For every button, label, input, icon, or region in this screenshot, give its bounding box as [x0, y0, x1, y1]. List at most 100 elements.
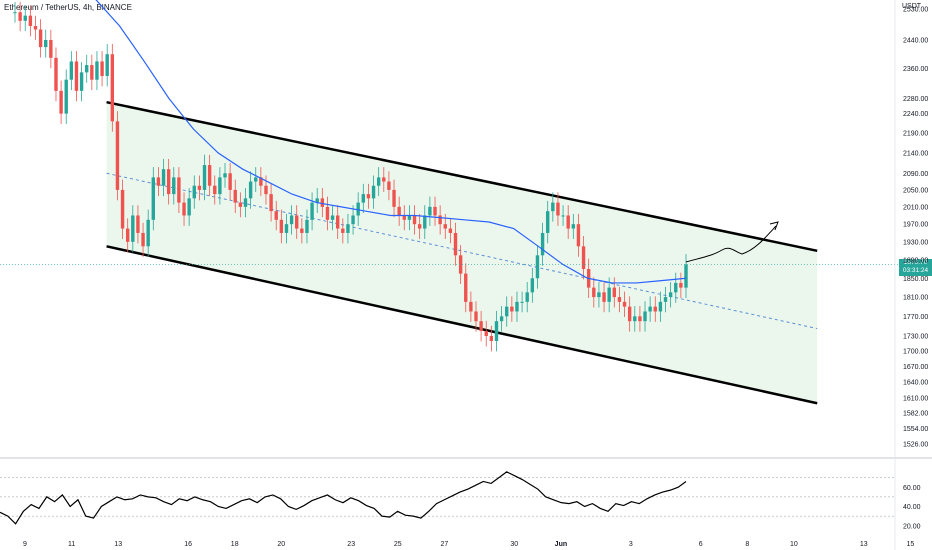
- price-unit-label: USDT: [902, 3, 922, 10]
- candle: [423, 215, 427, 229]
- candle: [192, 185, 196, 199]
- candle: [592, 287, 596, 298]
- candle: [551, 202, 555, 212]
- candle: [566, 215, 570, 229]
- candle: [141, 232, 145, 247]
- price-tick-label: 2240.00: [903, 111, 928, 118]
- candle: [182, 202, 186, 216]
- candle: [489, 335, 494, 341]
- candle: [79, 72, 84, 91]
- channel-mid-line: [106, 172, 818, 330]
- current-price-tag: 1879.70 03:31:24: [899, 259, 932, 276]
- candle: [110, 54, 115, 122]
- candle: [494, 321, 499, 341]
- candle: [453, 232, 458, 256]
- price-tick-label: 1526.00: [903, 442, 928, 449]
- price-tick-label: 1730.00: [903, 333, 928, 340]
- candle: [295, 215, 299, 229]
- candle: [146, 219, 150, 247]
- candle: [49, 40, 53, 58]
- candle: [218, 177, 222, 195]
- candle: [356, 202, 360, 216]
- time-tick-label: 25: [394, 541, 402, 548]
- candle: [658, 301, 663, 312]
- candle: [33, 26, 38, 30]
- candle: [284, 224, 289, 233]
- candle: [335, 215, 340, 229]
- candle: [617, 297, 622, 302]
- channel-lower-line: [106, 245, 818, 405]
- candle: [479, 321, 483, 332]
- candle: [28, 15, 33, 27]
- candle: [346, 224, 350, 233]
- candle: [161, 169, 166, 186]
- price-tick-label: 1582.00: [903, 410, 928, 417]
- candle: [233, 189, 237, 203]
- ma-line: [95, 0, 687, 284]
- candle: [627, 306, 632, 322]
- candle: [597, 292, 601, 298]
- candle: [243, 198, 248, 207]
- candle: [136, 215, 140, 233]
- price-tick-label: 2050.00: [903, 187, 928, 194]
- candle: [515, 301, 519, 312]
- candle: [69, 61, 74, 80]
- price-tick-label: 1770.00: [903, 314, 928, 321]
- candle: [443, 224, 447, 229]
- candle: [602, 292, 606, 302]
- candle: [581, 246, 586, 270]
- candle: [131, 215, 135, 242]
- candle: [648, 306, 652, 312]
- time-tick-label: 16: [184, 541, 192, 548]
- candle: [44, 40, 48, 48]
- projection-path: [685, 225, 777, 263]
- candle: [505, 306, 509, 317]
- candle: [612, 287, 616, 298]
- candle: [371, 185, 376, 199]
- candle: [207, 165, 212, 186]
- projection-arrowhead: [769, 221, 779, 231]
- candle: [125, 228, 130, 242]
- current-price: 1879.70: [903, 259, 928, 266]
- time-tick-label: 30: [510, 541, 518, 548]
- candle: [438, 215, 442, 225]
- candle: [653, 306, 657, 312]
- time-tick-label: 10: [790, 541, 798, 548]
- time-tick-label: 13: [114, 541, 122, 548]
- candle: [417, 224, 422, 229]
- candle: [23, 15, 27, 21]
- candle: [556, 202, 560, 216]
- candle: [223, 173, 227, 178]
- candle: [668, 292, 673, 298]
- candle: [172, 177, 176, 195]
- candle: [95, 61, 99, 80]
- candle: [571, 224, 576, 229]
- rsi-tick-label: 20.00: [903, 523, 921, 530]
- candle: [59, 90, 63, 114]
- bar-countdown: 03:31:24: [902, 267, 929, 274]
- price-tick-label: 1930.00: [903, 239, 928, 246]
- moving-average-line: [0, 0, 898, 284]
- time-axis: 9 11 13 16 18 20 23 25 27 30 Jun 3 6 8 10 13 15: [23, 541, 914, 548]
- price-tick-label: 2010.00: [903, 204, 928, 211]
- candle: [382, 177, 386, 182]
- candle: [187, 198, 191, 216]
- candle: [607, 287, 611, 302]
- candle: [228, 173, 232, 190]
- candle: [397, 206, 401, 216]
- candle: [310, 202, 314, 220]
- candle: [540, 232, 545, 256]
- candle: [315, 198, 319, 203]
- rsi-tick-label: 40.00: [903, 504, 921, 511]
- candle: [269, 194, 273, 212]
- price-tick-label: 1890.00: [903, 257, 928, 264]
- time-tick-label: 8: [745, 541, 749, 548]
- candlestick-series: [13, 1, 688, 352]
- candle: [341, 228, 345, 233]
- candle: [499, 316, 504, 322]
- candle: [402, 215, 406, 220]
- candle: [633, 316, 637, 322]
- candle: [177, 177, 181, 203]
- candle: [674, 282, 678, 293]
